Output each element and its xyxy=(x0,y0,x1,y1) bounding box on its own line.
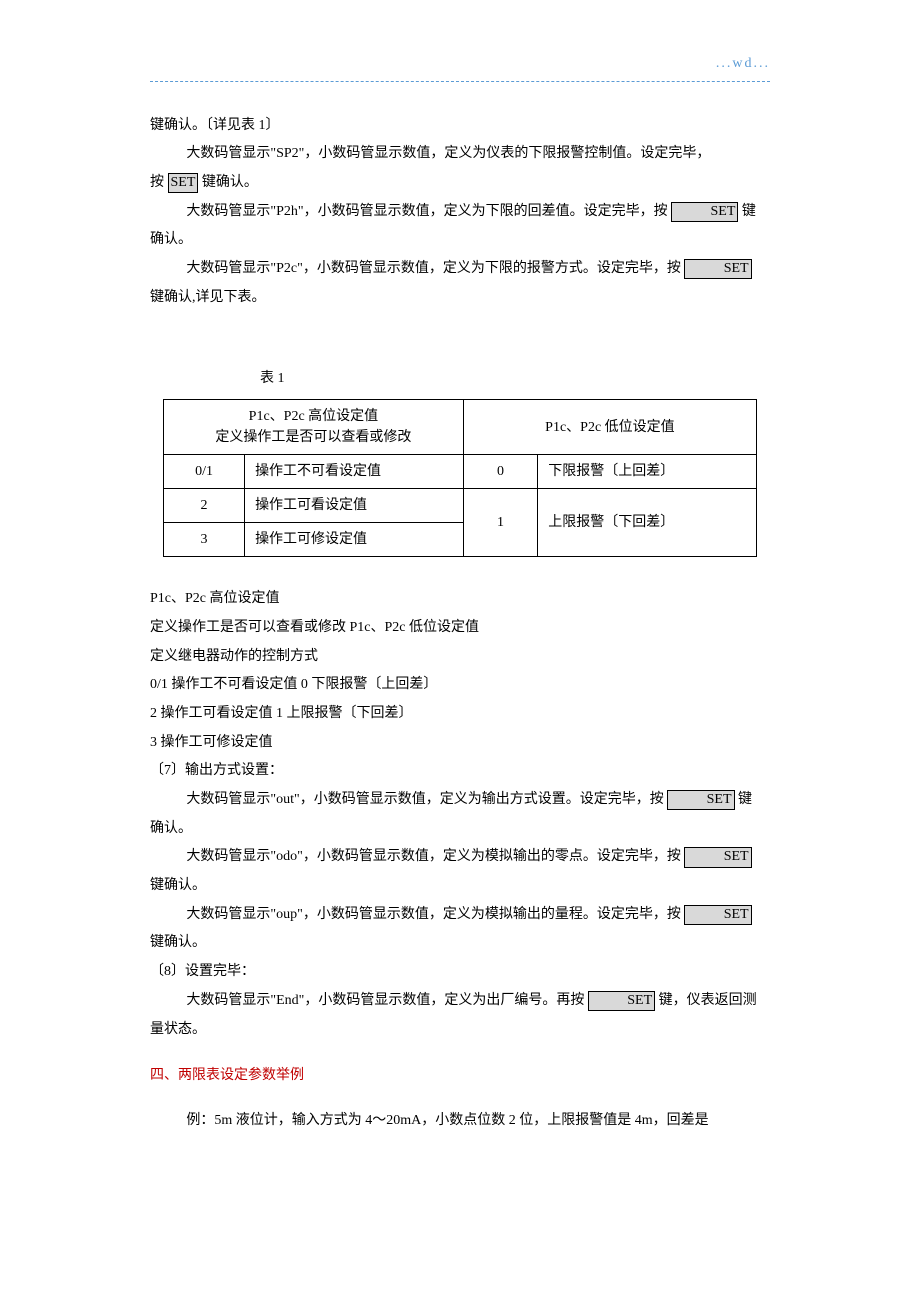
body-text: 大数码管显示"P2h"，小数码管显示数值，定义为下限的回差值。设定完毕，按 SE… xyxy=(150,198,770,227)
table-cell: 0/1 xyxy=(164,455,245,489)
table-cell: 操作工可修设定值 xyxy=(245,523,464,557)
body-text: 量状态。 xyxy=(150,1016,770,1045)
section-heading-red: 四、两限表设定参数举例 xyxy=(150,1062,770,1091)
body-text: 0/1 操作工不可看设定值 0 下限报警〔上回差〕 xyxy=(150,671,770,700)
set-key: SET xyxy=(684,847,751,867)
body-text: 大数码管显示"odo"，小数码管显示数值，定义为模拟输出的零点。设定完毕，按 S… xyxy=(150,843,770,872)
body-text: 键确认。 xyxy=(150,872,770,901)
document-page: ...wd... 键确认。〔详见表 1〕 大数码管显示"SP2"，小数码管显示数… xyxy=(0,0,920,1302)
body-text: 定义操作工是否可以查看或修改 P1c、P2c 低位设定值 xyxy=(150,614,770,643)
set-key: SET xyxy=(667,790,734,810)
header-watermark: ...wd... xyxy=(150,50,770,79)
table-cell: 3 xyxy=(164,523,245,557)
set-key: SET xyxy=(684,259,751,279)
body-text: 键确认。〔详见表 1〕 xyxy=(150,112,770,141)
text: 大数码管显示"oup"，小数码管显示数值，定义为模拟输出的量程。设定完毕，按 xyxy=(186,907,684,922)
text: P1c、P2c 高位设定值 xyxy=(170,406,457,427)
body-text: 大数码管显示"out"，小数码管显示数值，定义为输出方式设置。设定完毕，按 SE… xyxy=(150,786,770,815)
section-title: 〔7〕输出方式设置： xyxy=(150,757,770,786)
body-text: 确认。 xyxy=(150,815,770,844)
table-cell: 操作工可看设定值 xyxy=(245,489,464,523)
text: 键 xyxy=(735,792,753,807)
table-header-right: P1c、P2c 低位设定值 xyxy=(463,400,756,455)
settings-table: P1c、P2c 高位设定值 定义操作工是否可以查看或修改 P1c、P2c 低位设… xyxy=(163,399,757,557)
body-text: 2 操作工可看设定值 1 上限报警〔下回差〕 xyxy=(150,700,770,729)
text: 大数码管显示"odo"，小数码管显示数值，定义为模拟输出的零点。设定完毕，按 xyxy=(186,849,684,864)
text: 键 xyxy=(738,204,756,219)
text: 按 xyxy=(150,175,168,190)
set-key: SET xyxy=(168,173,199,193)
text: 大数码管显示"P2c"，小数码管显示数值，定义为下限的报警方式。设定完毕，按 xyxy=(186,261,684,276)
text: 大数码管显示"End"，小数码管显示数值，定义为出厂编号。再按 xyxy=(186,993,587,1008)
body-text: 定义继电器动作的控制方式 xyxy=(150,643,770,672)
body-text: 大数码管显示"P2c"，小数码管显示数值，定义为下限的报警方式。设定完毕，按 S… xyxy=(150,255,770,284)
table-row: 2 操作工可看设定值 1 上限报警〔下回差〕 xyxy=(164,489,757,523)
header-divider xyxy=(150,81,770,82)
table-row: P1c、P2c 高位设定值 定义操作工是否可以查看或修改 P1c、P2c 低位设… xyxy=(164,400,757,455)
body-text: 大数码管显示"SP2"，小数码管显示数值，定义为仪表的下限报警控制值。设定完毕， xyxy=(150,140,770,169)
body-text: 键确认。 xyxy=(150,929,770,958)
text: 键确认。 xyxy=(198,175,258,190)
set-key: SET xyxy=(588,991,655,1011)
body-text: 大数码管显示"oup"，小数码管显示数值，定义为模拟输出的量程。设定完毕，按 S… xyxy=(150,901,770,930)
text: 定义操作工是否可以查看或修改 xyxy=(170,427,457,448)
table-cell: 1 xyxy=(463,489,537,557)
text: 大数码管显示"out"，小数码管显示数值，定义为输出方式设置。设定完毕，按 xyxy=(186,792,667,807)
table-cell: 2 xyxy=(164,489,245,523)
table-header-left: P1c、P2c 高位设定值 定义操作工是否可以查看或修改 xyxy=(164,400,464,455)
text: 键，仪表返回测 xyxy=(655,993,757,1008)
section-title: 〔8〕设置完毕： xyxy=(150,958,770,987)
body-text: 大数码管显示"End"，小数码管显示数值，定义为出厂编号。再按 SET 键，仪表… xyxy=(150,987,770,1016)
text: P1c、P2c 低位设定值 xyxy=(470,417,750,438)
table-row: 0/1 操作工不可看设定值 0 下限报警〔上回差〕 xyxy=(164,455,757,489)
body-text: P1c、P2c 高位设定值 xyxy=(150,585,770,614)
set-key: SET xyxy=(671,202,738,222)
table-cell: 操作工不可看设定值 xyxy=(245,455,464,489)
body-text: 3 操作工可修设定值 xyxy=(150,729,770,758)
table-cell: 下限报警〔上回差〕 xyxy=(538,455,757,489)
set-key: SET xyxy=(684,905,751,925)
body-text: 键确认,详见下表。 xyxy=(150,284,770,313)
body-text: 按 SET 键确认。 xyxy=(150,169,770,198)
table-cell: 0 xyxy=(463,455,537,489)
table-cell: 上限报警〔下回差〕 xyxy=(538,489,757,557)
body-text: 例：5m 液位计，输入方式为 4～20mA，小数点位数 2 位，上限报警值是 4… xyxy=(150,1107,770,1136)
body-text: 确认。 xyxy=(150,226,770,255)
table-caption: 表 1 xyxy=(260,365,770,394)
text: 大数码管显示"P2h"，小数码管显示数值，定义为下限的回差值。设定完毕，按 xyxy=(186,204,671,219)
